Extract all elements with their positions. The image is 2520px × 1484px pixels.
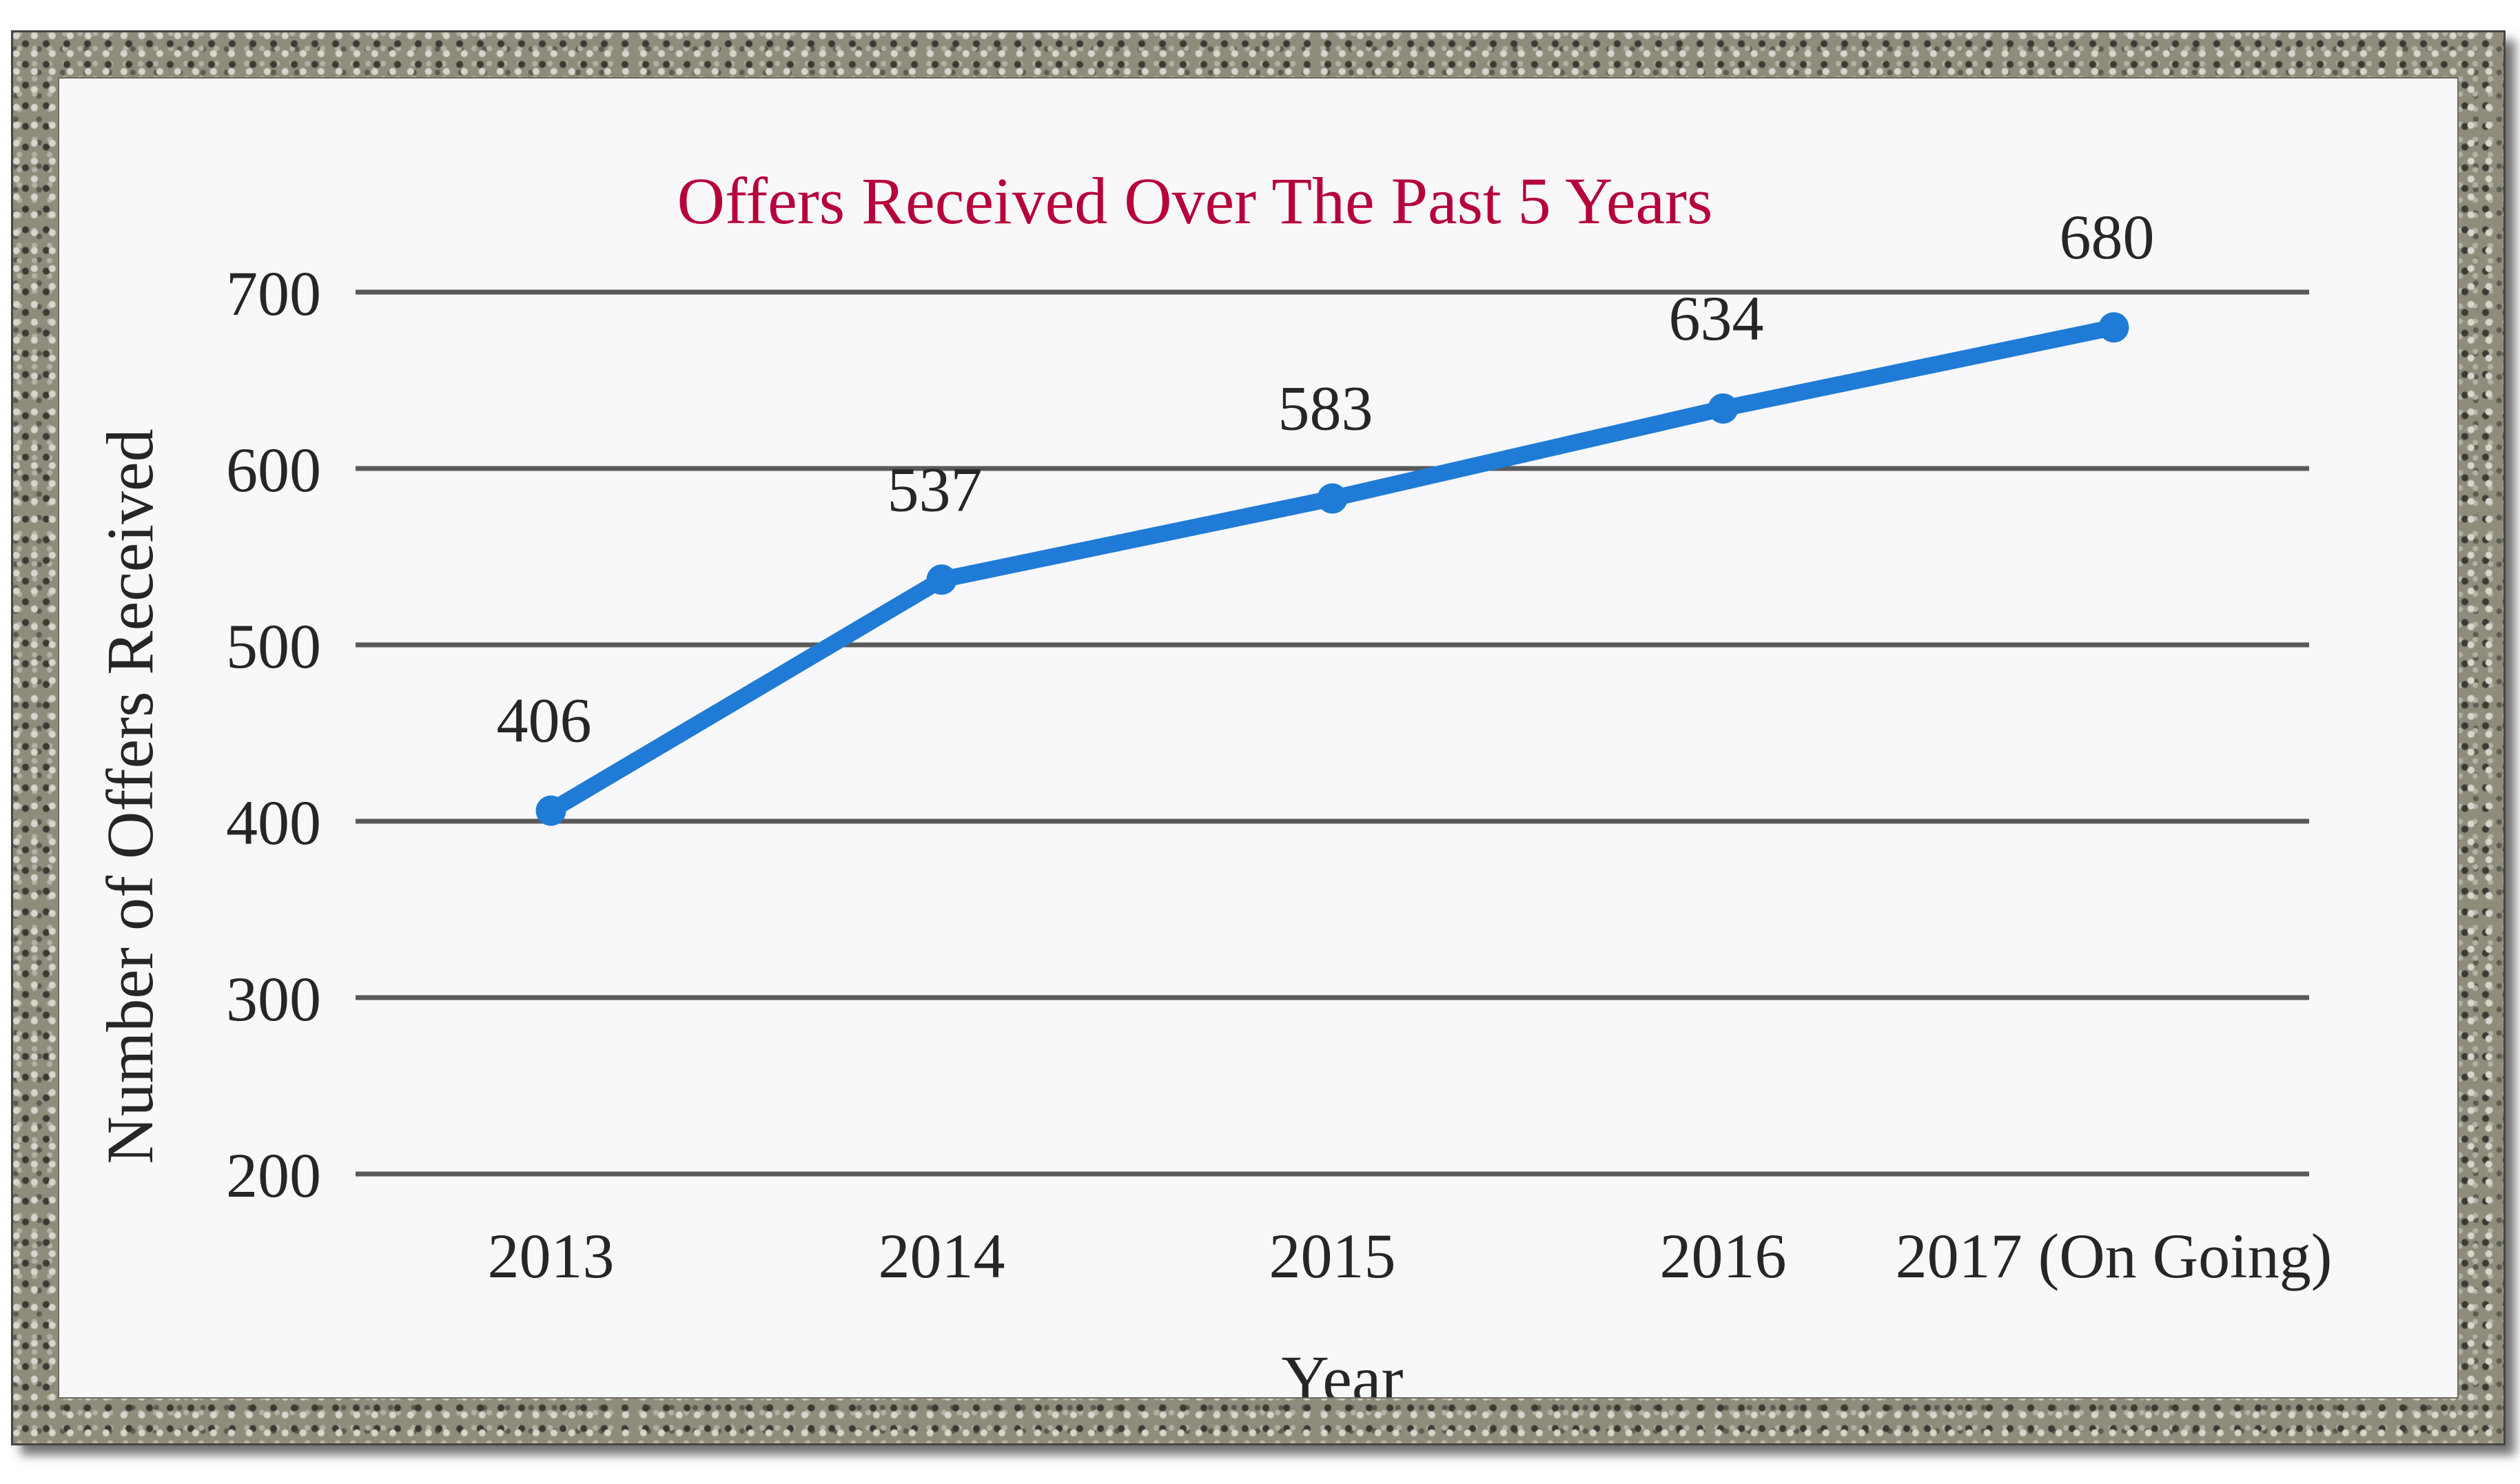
y-axis-title: Number of Offers Received [93,429,167,1164]
x-tick-label-2016: 2016 [1660,1221,1787,1291]
y-tick-label-200: 200 [226,1140,321,1210]
x-tick-label-2015: 2015 [1269,1221,1396,1291]
x-tick-label-2014: 2014 [879,1221,1005,1291]
line-chart: Offers Received Over The Past 5 Years Nu… [93,164,2333,1397]
data-label-2015: 583 [1278,373,1373,444]
data-label-2017: 680 [2060,202,2155,272]
x-axis-title: Year [1282,1342,1404,1397]
data-point-2015 [1317,483,1348,514]
x-tick-label-2013: 2013 [488,1221,615,1291]
data-point-2017 [2098,312,2129,343]
x-axis-ticks: 2013 2014 2015 2016 2017 (On Going) [488,1221,2333,1291]
y-axis-ticks: 700 600 500 400 300 200 [226,258,321,1210]
series-offers [535,312,2129,826]
gridlines [356,289,2309,1177]
data-label-2016: 634 [1669,283,1764,353]
y-tick-label-600: 600 [226,435,321,505]
data-labels: 406 537 583 634 680 [497,202,2155,755]
data-point-2013 [535,795,566,826]
y-tick-label-300: 300 [226,964,321,1034]
y-tick-label-400: 400 [226,787,321,858]
chart-panel: Offers Received Over The Past 5 Years Nu… [59,79,2457,1397]
y-tick-label-700: 700 [226,258,321,329]
data-point-2014 [926,564,957,595]
y-tick-label-500: 500 [226,611,321,681]
x-tick-label-2017: 2017 (On Going) [1896,1221,2333,1291]
data-label-2013: 406 [497,686,592,756]
textured-frame: Offers Received Over The Past 5 Years Nu… [11,30,2506,1445]
data-point-2016 [1708,393,1739,424]
data-label-2014: 537 [888,454,983,524]
chart-title: Offers Received Over The Past 5 Years [677,164,1713,238]
